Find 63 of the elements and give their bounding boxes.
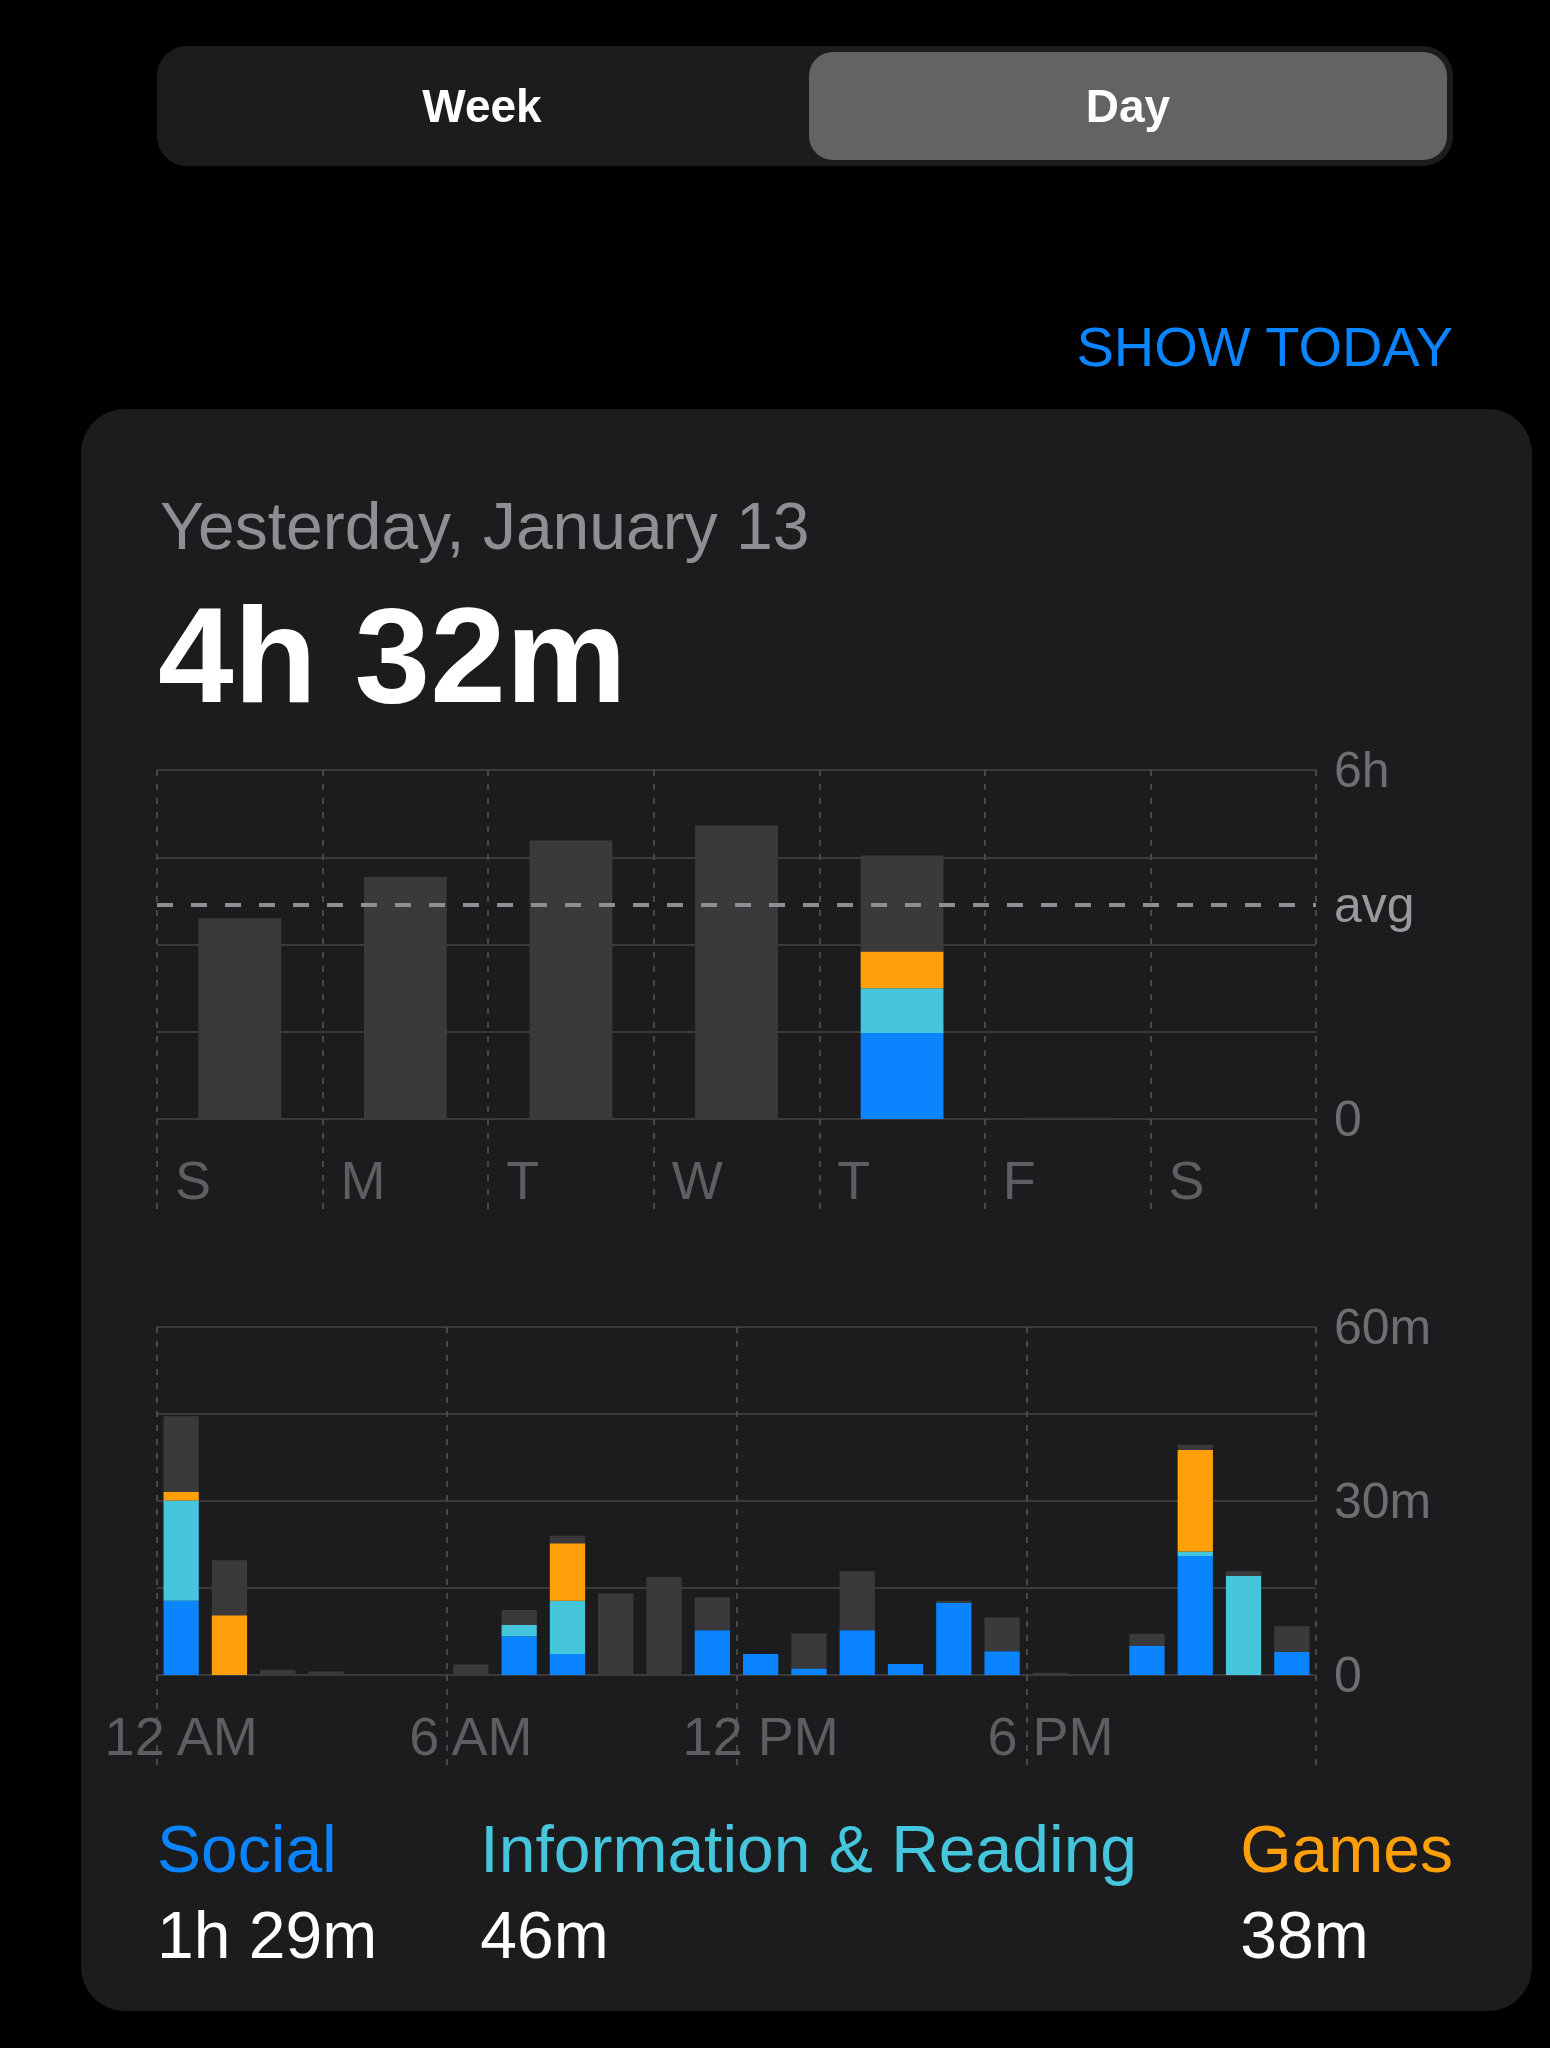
chart-subtitle: 4h 32m — [158, 579, 627, 731]
bar — [1274, 1651, 1310, 1675]
x-tick-label: T — [837, 1150, 871, 1210]
text: 38m — [1240, 1898, 1370, 1972]
category-label: Day — [809, 52, 1447, 160]
x-tick-label: M — [340, 1150, 386, 1210]
segmented-control: Week Day — [157, 46, 1453, 166]
bar — [163, 1600, 199, 1675]
text: Social — [157, 1812, 338, 1886]
x-tick-label: S — [1168, 1150, 1205, 1210]
bar — [984, 1617, 1020, 1652]
bar — [860, 1032, 944, 1119]
bar — [1225, 1571, 1262, 1576]
bar — [743, 1654, 779, 1675]
x-tick-label: F — [1002, 1150, 1036, 1210]
y-tick-label: 6h — [1334, 742, 1390, 798]
x-tick-label: 12 AM — [104, 1706, 258, 1766]
bar — [860, 988, 944, 1033]
bar — [694, 1630, 730, 1675]
bar — [163, 1491, 199, 1501]
bar — [984, 1651, 1020, 1675]
y-tick-label: 0 — [1334, 1647, 1362, 1703]
text: 46m — [480, 1898, 610, 1972]
bar — [549, 1543, 586, 1601]
bar — [163, 1500, 199, 1601]
bar — [501, 1625, 537, 1637]
y-tick-label: 60m — [1334, 1299, 1432, 1355]
bar — [1177, 1556, 1213, 1675]
x-tick-label: T — [506, 1150, 540, 1210]
category-label: Week — [163, 52, 801, 160]
bar — [1225, 1575, 1262, 1675]
y-tick-label: 0 — [1334, 1091, 1362, 1147]
bar — [549, 1654, 586, 1675]
bar — [839, 1630, 875, 1675]
bar — [1177, 1449, 1213, 1552]
text: Games — [1240, 1812, 1453, 1886]
x-tick-label: 6 PM — [987, 1706, 1114, 1766]
bar — [694, 1597, 730, 1631]
text: SHOW TODAY — [1076, 315, 1453, 378]
bar — [936, 1603, 972, 1675]
bar — [887, 1663, 924, 1675]
bar — [1177, 1551, 1213, 1557]
ref-line-label: avg — [1334, 876, 1415, 933]
bar — [791, 1633, 827, 1669]
x-tick-label: 12 PM — [682, 1706, 839, 1766]
x-tick-label: S — [175, 1150, 212, 1210]
bar — [211, 1615, 248, 1675]
y-tick-label: 30m — [1334, 1473, 1432, 1529]
bar — [1129, 1646, 1165, 1675]
bar — [501, 1610, 537, 1626]
x-tick-label: 6 AM — [409, 1706, 533, 1766]
x-tick-label: W — [671, 1150, 723, 1210]
bar — [791, 1668, 827, 1675]
bar — [549, 1535, 586, 1544]
chart-title: Yesterday, January 13 — [160, 489, 810, 563]
bar — [549, 1600, 586, 1655]
bar — [1129, 1633, 1165, 1646]
text: Information & Reading — [480, 1812, 1138, 1886]
bar — [860, 951, 944, 989]
bar — [501, 1636, 537, 1675]
bar — [1274, 1626, 1310, 1652]
bar — [1177, 1444, 1213, 1450]
text: 1h 29m — [157, 1898, 378, 1972]
